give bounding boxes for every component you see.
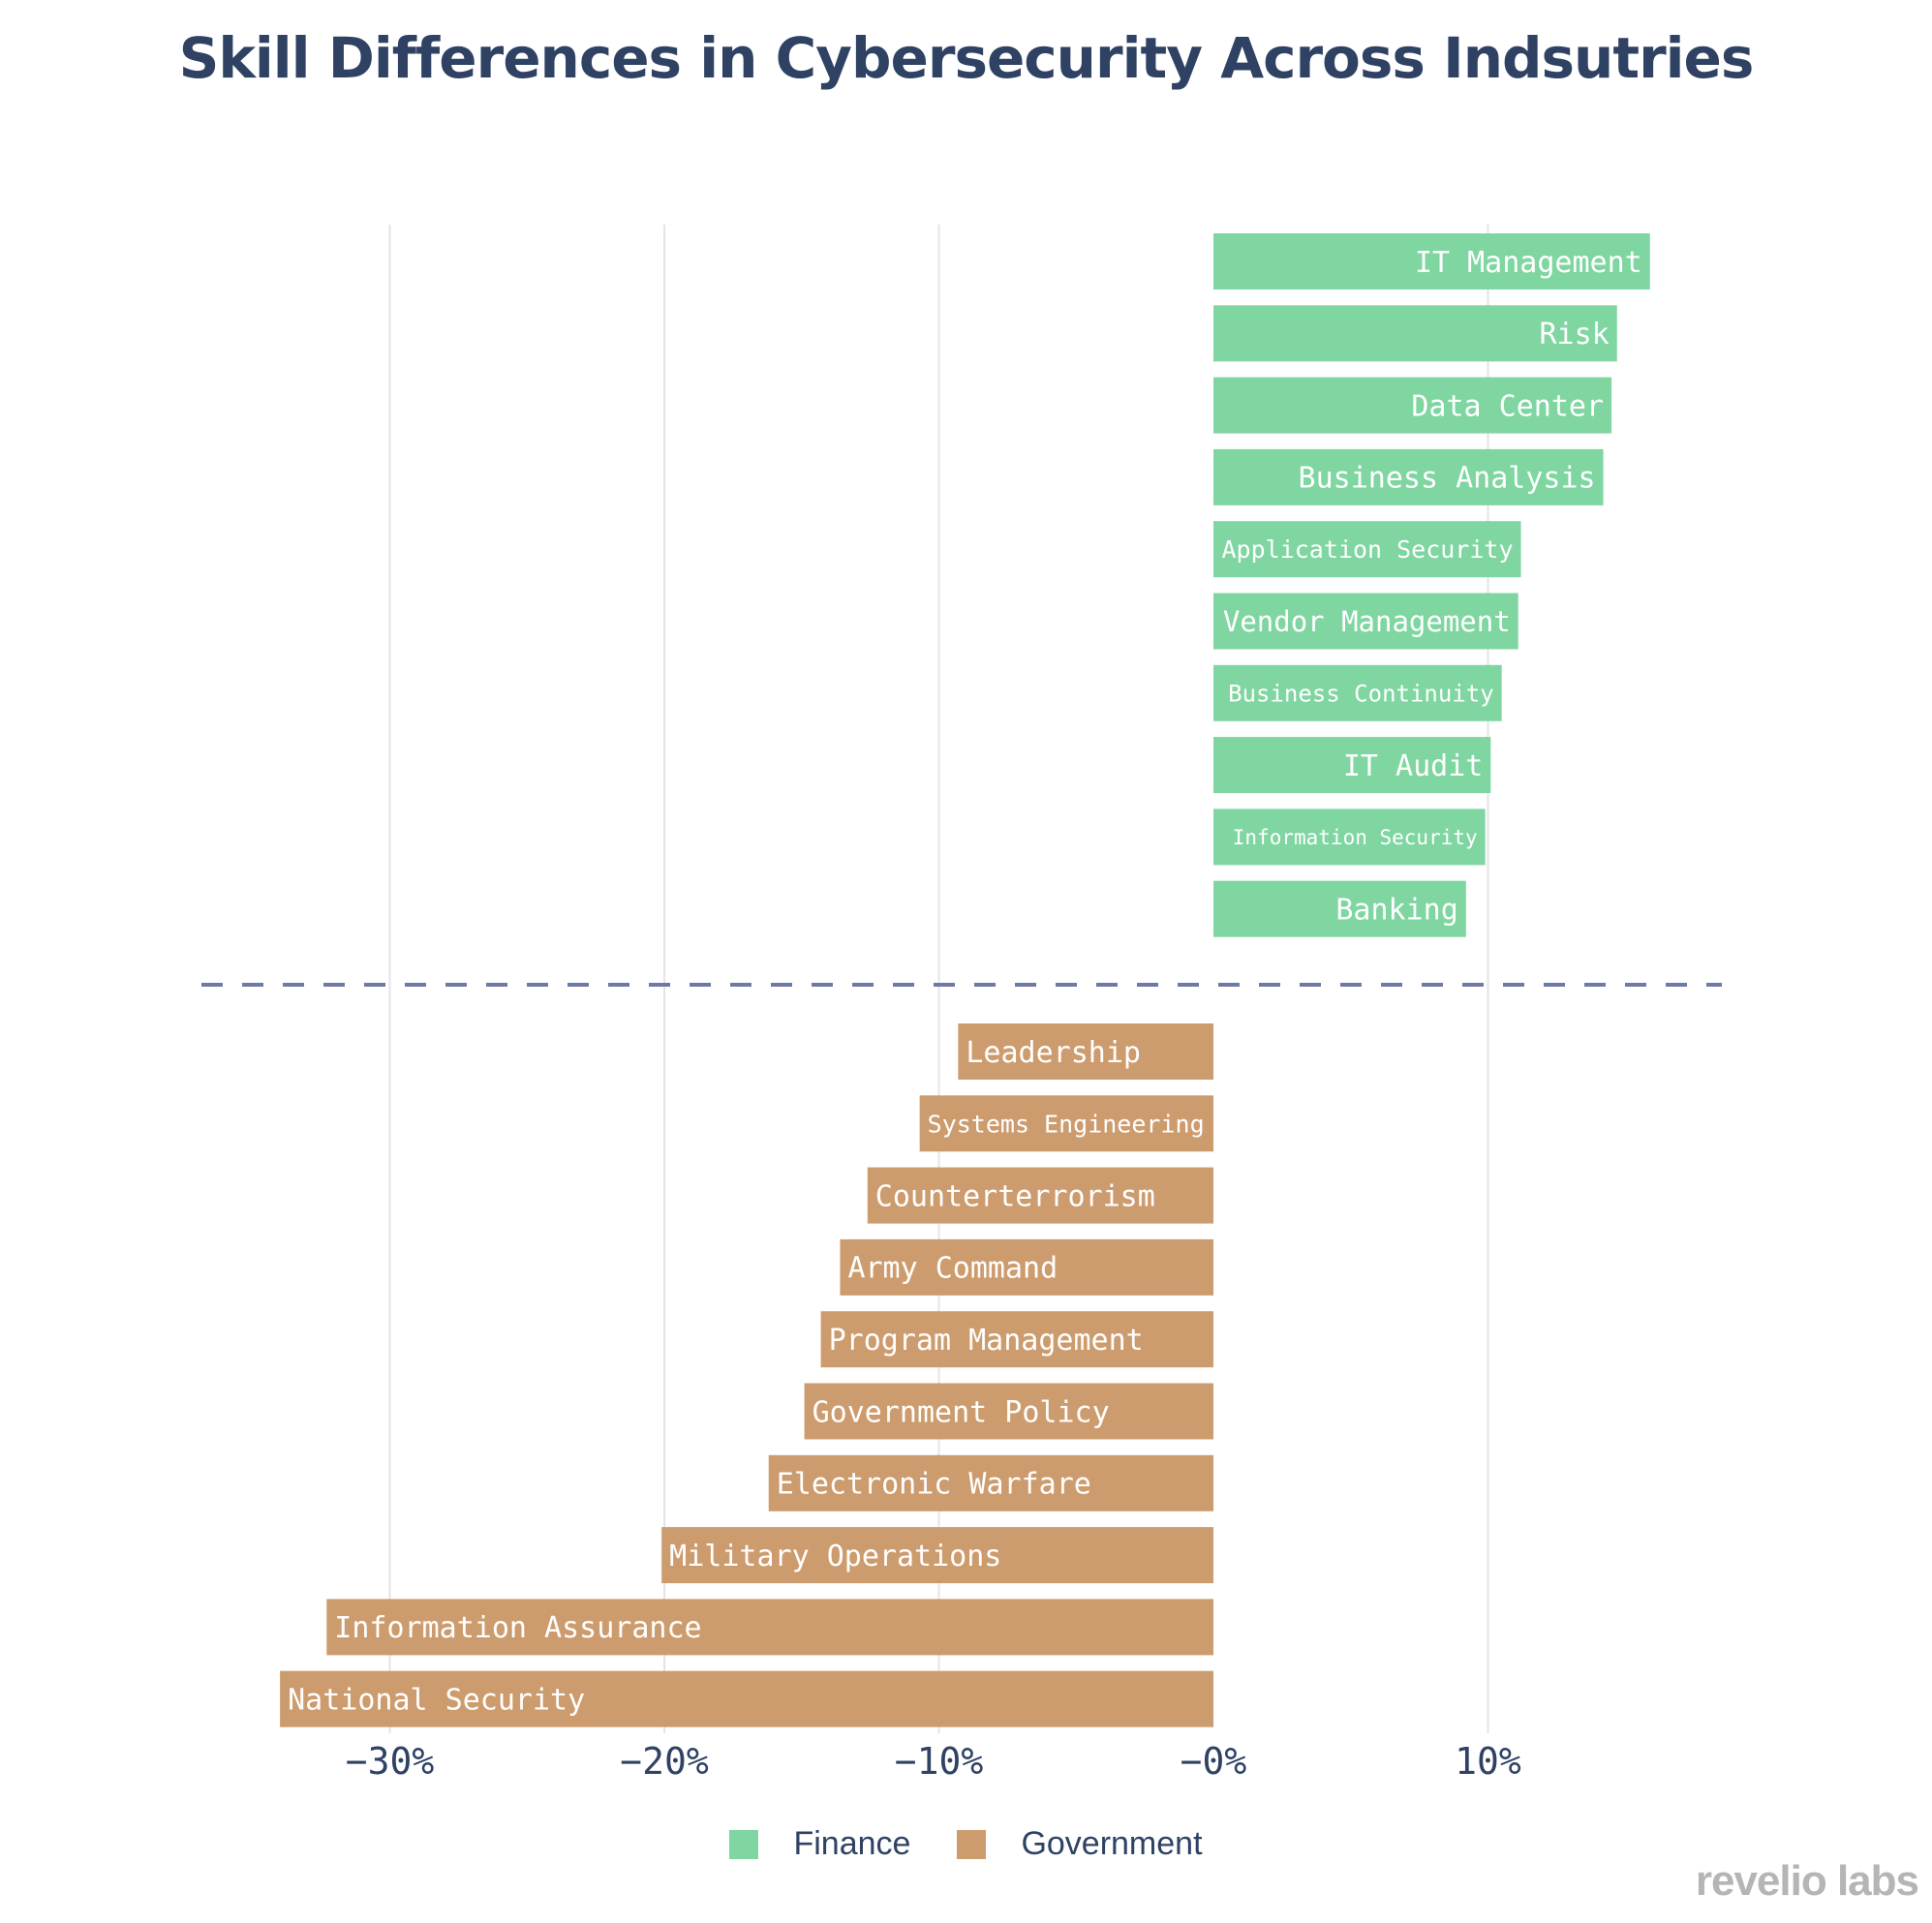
bar-information-security[interactable]: [1213, 809, 1486, 866]
bar-government-policy[interactable]: [804, 1383, 1213, 1440]
bar-label-application-security: Application Security: [1221, 535, 1513, 564]
chart-title: Skill Differences in Cybersecurity Acros…: [178, 25, 1755, 91]
bar-label-business-analysis: Business Analysis: [1299, 462, 1596, 496]
legend-label-government: Government: [1021, 1825, 1203, 1862]
legend-label-finance: Finance: [793, 1825, 911, 1862]
bar-label-national-security: National Security: [288, 1684, 585, 1718]
x-tick-label: 10%: [1455, 1740, 1521, 1783]
legend-item-government[interactable]: Government: [957, 1825, 1203, 1863]
legend-item-finance[interactable]: Finance: [729, 1825, 910, 1863]
bar-army-command[interactable]: [840, 1238, 1213, 1296]
bar-banking[interactable]: [1213, 880, 1466, 937]
x-tick-label: −10%: [895, 1740, 984, 1783]
bar-label-counterterrorism: Counterterrorism: [875, 1179, 1155, 1213]
bar-label-military-operations: Military Operations: [669, 1540, 1001, 1573]
bar-military-operations[interactable]: [661, 1527, 1213, 1584]
bars: IT Management Risk Data Center Business Ana…: [280, 233, 1650, 1727]
bar-business-continuity[interactable]: [1213, 664, 1502, 721]
legend-swatch-government: [957, 1829, 987, 1859]
bar-it-management[interactable]: [1213, 233, 1650, 290]
bar-national-security[interactable]: [280, 1670, 1214, 1727]
bar-application-security[interactable]: [1213, 521, 1521, 578]
brand-logo: revelio labs: [1695, 1857, 1919, 1905]
bar-label-leadership: Leadership: [966, 1036, 1141, 1070]
x-tick-label: −0%: [1181, 1740, 1247, 1783]
bar-label-vendor-management: Vendor Management: [1223, 605, 1511, 638]
bar-label-information-assurance: Information Assurance: [334, 1611, 701, 1645]
bar-electronic-warfare[interactable]: [768, 1454, 1213, 1511]
bar-label-banking: Banking: [1335, 894, 1457, 928]
legend: Finance Government: [0, 1825, 1932, 1863]
bar-label-business-continuity: Business Continuity: [1228, 680, 1494, 707]
bar-vendor-management[interactable]: [1213, 593, 1518, 650]
bar-counterterrorism[interactable]: [867, 1167, 1213, 1224]
bar-it-audit[interactable]: [1213, 737, 1491, 794]
bar-leadership[interactable]: [958, 1023, 1213, 1080]
bar-label-information-security: Information Security: [1233, 826, 1478, 849]
bar-systems-engineering[interactable]: [919, 1095, 1213, 1152]
bar-program-management[interactable]: [820, 1311, 1213, 1368]
bar-label-army-command: Army Command: [847, 1252, 1058, 1286]
bar-data-center[interactable]: [1213, 377, 1612, 434]
bar-label-risk: Risk: [1539, 318, 1609, 351]
bar-label-electronic-warfare: Electronic Warfare: [777, 1468, 1091, 1502]
bar-label-government-policy: Government Policy: [813, 1395, 1110, 1429]
bar-label-systems-engineering: Systems Engineering: [928, 1110, 1205, 1138]
bar-label-it-audit: IT Audit: [1343, 749, 1484, 783]
bar-label-program-management: Program Management: [829, 1324, 1144, 1358]
bar-risk[interactable]: [1213, 305, 1617, 362]
bar-business-analysis[interactable]: [1213, 448, 1604, 505]
x-axis-ticks: −30% −20% −10% −0% 10%: [346, 1740, 1521, 1783]
bar-information-assurance[interactable]: [326, 1599, 1213, 1656]
bar-label-it-management: IT Management: [1415, 246, 1642, 280]
legend-swatch-finance: [729, 1829, 759, 1859]
x-tick-label: −20%: [620, 1740, 709, 1783]
bar-label-data-center: Data Center: [1411, 389, 1604, 423]
x-tick-label: −30%: [346, 1740, 435, 1783]
